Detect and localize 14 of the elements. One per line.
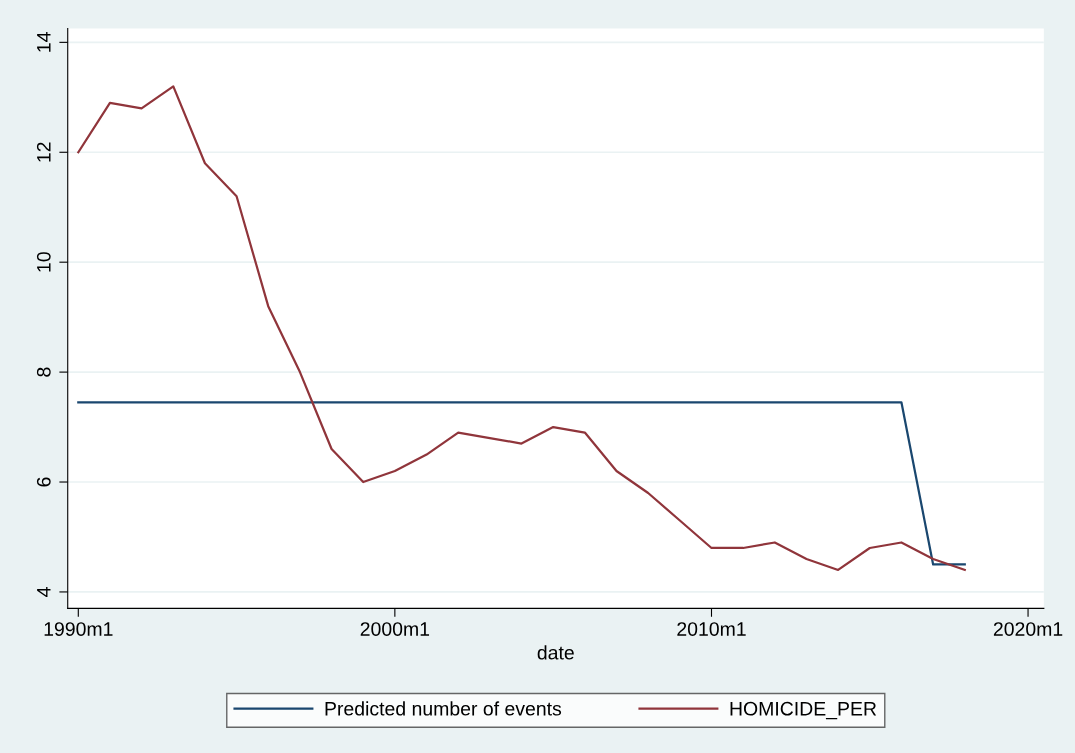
x-tick-label: 2010m1 xyxy=(677,622,746,636)
x-tick-label: 2020m1 xyxy=(993,622,1063,636)
x-tick-label: 2000m1 xyxy=(360,622,430,636)
y-tick-label: 6 xyxy=(36,477,51,487)
x-tick-label: 1990m1 xyxy=(44,622,113,636)
line-series xyxy=(77,85,966,572)
legend-label: HOMICIDE_PER xyxy=(730,701,877,720)
y-tick-label: 12 xyxy=(36,142,51,162)
y-tick-label: 14 xyxy=(37,32,51,52)
y-tick-label: 8 xyxy=(36,367,51,377)
y-tick-label: 10 xyxy=(36,252,51,272)
legend-label: Predicted number of events xyxy=(325,701,562,716)
y-tick-label: 4 xyxy=(37,587,51,597)
x-axis-title: date xyxy=(537,645,574,660)
